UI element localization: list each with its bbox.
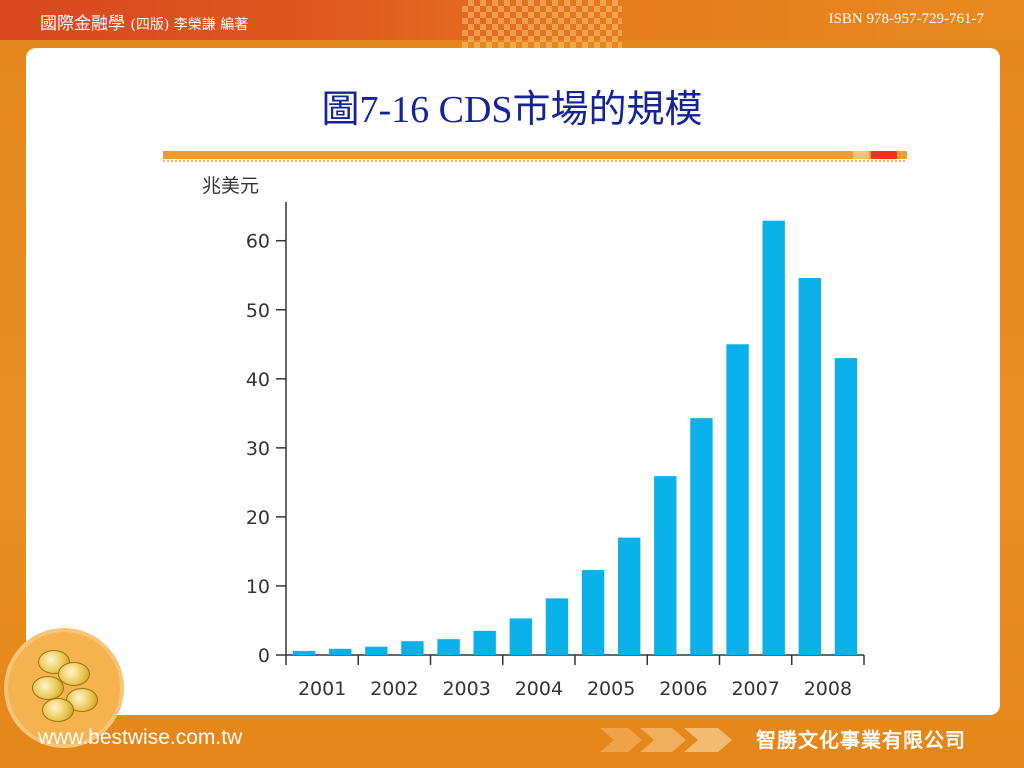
x-tick-label: 2005 [587,678,635,700]
chart-marks: 0 10 20 30 40 50 60 2001 2002 2003 2004 2005 2006 200… [246,202,865,700]
underline-accent-red [871,151,897,159]
title-underline [163,151,907,159]
bar-15 [798,278,822,655]
bar-3 [365,646,388,655]
y-tick-label: 40 [246,369,270,391]
chevron-arrows-icon [600,728,732,752]
bar-1 [292,650,316,655]
publisher-name: 智勝文化事業有限公司 [756,728,966,752]
bar-5 [437,639,460,655]
bar-13 [726,344,749,655]
bar-9 [581,570,605,655]
y-tick-label: 20 [246,507,270,529]
y-axis-unit-label: 兆美元 [202,175,259,197]
x-tick-label: 2001 [298,678,346,700]
bar-8 [545,598,569,655]
x-tick-label: 2004 [515,678,563,700]
x-tick-label: 2008 [804,678,852,700]
bar-14 [762,220,785,655]
y-tick-label: 10 [246,576,270,598]
coin-icon [32,676,64,700]
coin-icon [42,698,74,722]
header-bar [0,0,1024,40]
x-tick-label: 2002 [370,678,418,700]
underline-accent-light [853,151,869,159]
x-tick-label: 2007 [731,678,779,700]
bar-6 [473,630,496,655]
x-tick-label: 2006 [659,678,707,700]
title-dotted-rule [163,160,907,162]
bar-11 [654,476,677,655]
cds-market-bar-chart: 兆美元 0 10 20 30 40 50 60 2001 2002 2003 2004 2005 200… [202,175,865,700]
header-decoration [462,0,622,56]
y-tick-label: 60 [246,231,270,253]
bar-10 [617,537,641,655]
bar-12 [690,418,713,655]
website-link[interactable]: www.bestwise.com.tw [38,726,243,749]
book-title: 國際金融學 (四版) 李榮謙 編著 [40,9,248,34]
y-tick-label: 30 [246,438,270,460]
coin-icon [58,662,90,686]
x-tick-label: 2003 [442,678,490,700]
bar-7 [509,618,533,655]
isbn-label: ISBN 978-957-729-761-7 [828,11,984,27]
y-tick-label: 50 [246,300,270,322]
book-title-text: 國際金融學 [40,14,125,34]
bar-2 [328,648,352,655]
y-tick-label: 0 [258,645,270,667]
bar-16 [834,358,858,655]
bar-4 [401,641,424,655]
book-edition-author: (四版) 李榮謙 編著 [130,17,249,33]
slide-title: 圖7-16 CDS市場的規模 [321,89,703,131]
coin-stack-emblem [4,628,124,748]
